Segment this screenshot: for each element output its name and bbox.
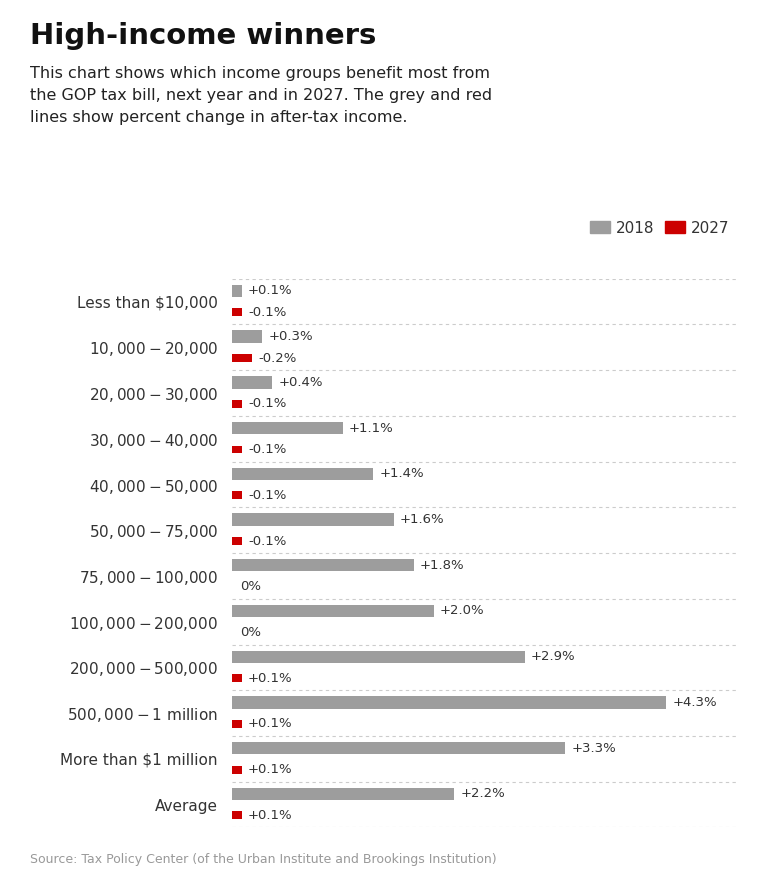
Bar <box>232 788 454 800</box>
Text: Source: Tax Policy Center (of the Urban Institute and Brookings Institution): Source: Tax Policy Center (of the Urban … <box>30 852 497 866</box>
Text: +1.8%: +1.8% <box>420 558 464 572</box>
Bar <box>232 559 413 572</box>
Bar <box>232 812 242 820</box>
Text: +2.0%: +2.0% <box>440 604 485 618</box>
Text: +0.1%: +0.1% <box>248 672 293 685</box>
Bar <box>232 446 242 453</box>
Bar <box>232 309 242 316</box>
Bar <box>232 537 242 545</box>
Text: +2.9%: +2.9% <box>531 650 575 663</box>
Bar <box>232 285 242 297</box>
Text: +4.3%: +4.3% <box>673 696 717 709</box>
Bar <box>232 354 252 362</box>
Bar <box>232 650 525 663</box>
Text: +2.2%: +2.2% <box>461 788 505 800</box>
Text: +3.3%: +3.3% <box>572 742 616 755</box>
Text: -0.1%: -0.1% <box>248 397 287 411</box>
Bar <box>232 604 434 617</box>
Text: -0.1%: -0.1% <box>248 306 287 319</box>
Text: -0.1%: -0.1% <box>248 535 287 548</box>
Bar <box>232 766 242 773</box>
Bar <box>232 330 262 342</box>
Text: +0.4%: +0.4% <box>278 376 323 389</box>
Text: -0.2%: -0.2% <box>258 351 296 365</box>
Text: +1.6%: +1.6% <box>400 513 444 526</box>
Legend: 2018, 2027: 2018, 2027 <box>590 220 730 235</box>
Text: +0.1%: +0.1% <box>248 763 293 776</box>
Bar <box>232 400 242 408</box>
Text: +0.1%: +0.1% <box>248 809 293 822</box>
Text: -0.1%: -0.1% <box>248 489 287 502</box>
Text: -0.1%: -0.1% <box>248 443 287 456</box>
Text: 0%: 0% <box>240 581 261 593</box>
Bar <box>232 674 242 682</box>
Bar <box>232 513 394 526</box>
Bar <box>232 742 565 754</box>
Bar <box>232 696 667 709</box>
Text: High-income winners: High-income winners <box>30 22 377 50</box>
Text: +1.4%: +1.4% <box>379 467 424 481</box>
Text: +0.3%: +0.3% <box>268 330 313 343</box>
Text: +1.1%: +1.1% <box>349 421 394 435</box>
Text: +0.1%: +0.1% <box>248 718 293 730</box>
Bar <box>232 491 242 499</box>
Bar <box>232 720 242 727</box>
Bar <box>232 467 373 480</box>
Text: This chart shows which income groups benefit most from
the GOP tax bill, next ye: This chart shows which income groups ben… <box>30 66 492 125</box>
Text: +0.1%: +0.1% <box>248 284 293 297</box>
Text: 0%: 0% <box>240 626 261 639</box>
Bar <box>232 422 343 435</box>
Bar <box>232 376 272 389</box>
